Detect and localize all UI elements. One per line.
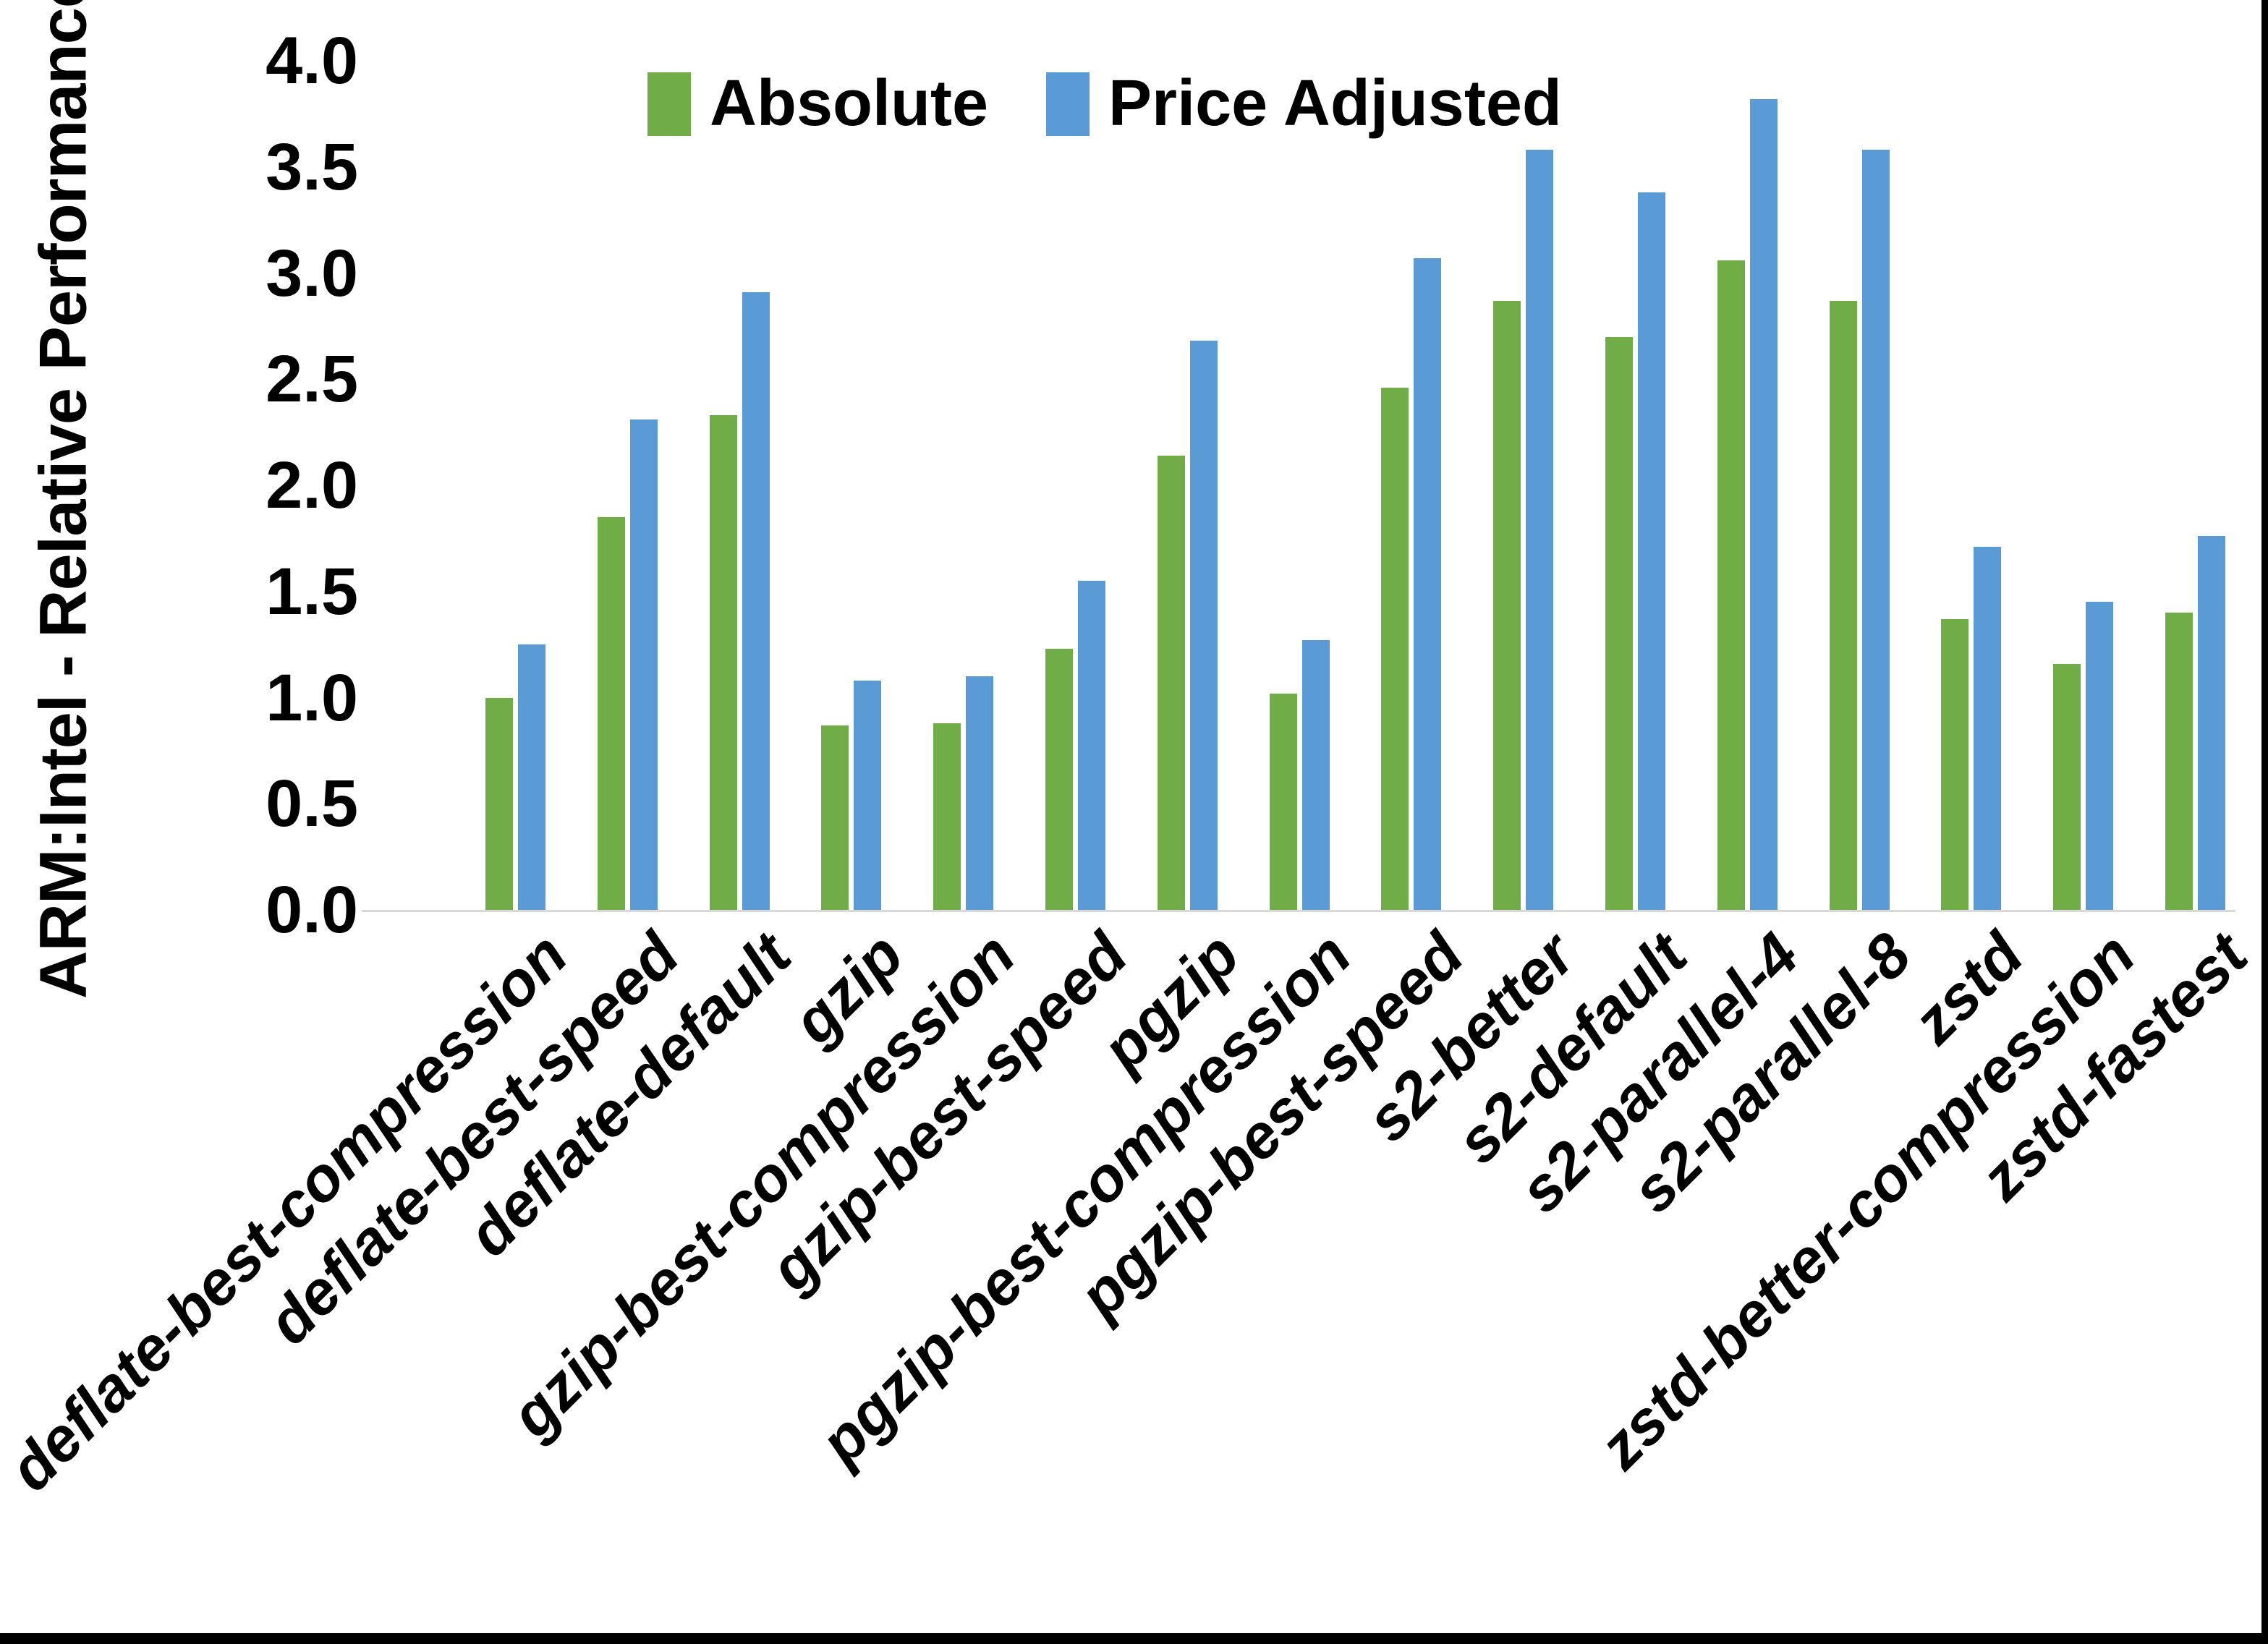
bar-group: [1605, 61, 1665, 910]
legend-swatch-price-adjusted: [1046, 72, 1090, 136]
y-tick-label: 2.0: [266, 448, 358, 522]
bar-group: [1157, 61, 1218, 910]
bar-group: [709, 61, 770, 910]
bar-absolute: [1157, 455, 1185, 910]
legend-label-absolute: Absolute: [710, 67, 989, 140]
bar-group: [1045, 61, 1105, 910]
y-tick-label: 0.0: [266, 873, 358, 947]
y-tick-label: 1.0: [266, 660, 358, 735]
bar-group: [1941, 61, 2002, 910]
bar-group: [1493, 61, 1554, 910]
y-tick-label: 3.0: [266, 236, 358, 310]
bar-price-adjusted: [518, 644, 545, 910]
bar-price-adjusted: [1749, 98, 1778, 910]
bar-price-adjusted: [1189, 341, 1218, 910]
bar-price-adjusted: [629, 419, 658, 910]
bar-price-adjusted: [2086, 602, 2114, 910]
plot-area: [369, 61, 2232, 910]
bar-absolute: [1829, 300, 1857, 910]
bar-absolute: [485, 697, 513, 910]
y-tick-label: 2.5: [266, 342, 358, 417]
bar-group: [1269, 61, 1330, 910]
bar-absolute: [1941, 618, 1969, 910]
bar-absolute: [1605, 336, 1633, 910]
y-tick-label: 0.5: [266, 767, 358, 841]
bar-absolute: [933, 723, 961, 910]
y-tick-label: 4.0: [266, 24, 358, 98]
bar-group: [485, 61, 545, 910]
bar-price-adjusted: [966, 676, 994, 910]
bar-price-adjusted: [1526, 150, 1554, 910]
bar-group: [2165, 61, 2225, 910]
bar-absolute: [597, 517, 625, 910]
legend-item-absolute: Absolute: [647, 67, 988, 141]
bar-absolute: [709, 415, 737, 910]
bar-absolute: [1045, 649, 1073, 910]
bar-group: [821, 61, 882, 910]
x-axis-line: [362, 910, 2235, 912]
bar-group: [2053, 61, 2114, 910]
bar-absolute: [1717, 260, 1745, 910]
bar-group: [597, 61, 658, 910]
bar-absolute: [1493, 300, 1521, 910]
bar-group: [1829, 61, 1890, 910]
y-tick-label: 1.5: [266, 554, 358, 629]
bar-price-adjusted: [1638, 192, 1665, 910]
bar-price-adjusted: [2198, 536, 2225, 910]
bar-group: [1381, 61, 1442, 910]
legend-label-price-adjusted: Price Adjusted: [1108, 67, 1562, 140]
bar-group: [1717, 61, 1778, 910]
bar-absolute: [1381, 388, 1409, 910]
legend-swatch-absolute: [647, 72, 691, 136]
bar-price-adjusted: [1861, 150, 1890, 910]
bar-price-adjusted: [1301, 640, 1330, 910]
page-border-right: [2261, 0, 2268, 1644]
legend-item-price-adjusted: Price Adjusted: [1046, 67, 1562, 141]
y-tick-label: 3.5: [266, 129, 358, 204]
bar-absolute: [2053, 663, 2081, 910]
bar-price-adjusted: [854, 681, 882, 910]
page-border-bottom: [0, 1633, 2268, 1644]
bar-absolute: [2165, 613, 2193, 910]
bar-absolute: [1269, 693, 1297, 910]
bar-group: [933, 61, 994, 910]
bar-absolute: [821, 725, 849, 910]
bar-price-adjusted: [1974, 547, 2002, 910]
bar-price-adjusted: [1078, 581, 1105, 910]
bar-price-adjusted: [1414, 257, 1442, 910]
legend: Absolute Price Adjusted: [647, 67, 1562, 141]
bar-price-adjusted: [742, 291, 770, 910]
